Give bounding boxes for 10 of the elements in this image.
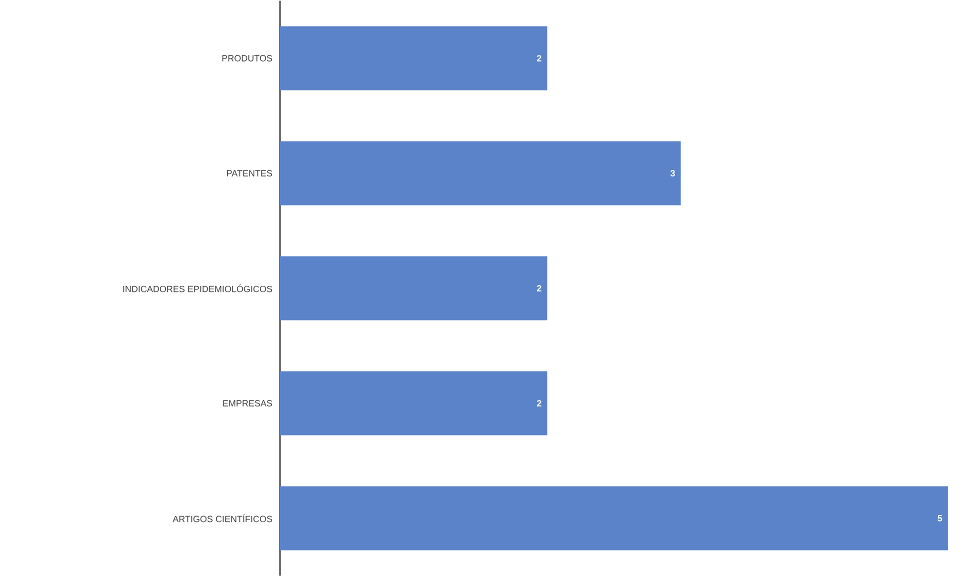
data-label: 2	[536, 400, 542, 406]
data-label: 2	[536, 284, 542, 292]
y-tick-label: ARTIGOS CIENTÍFICOS	[172, 514, 272, 522]
data-label: 3	[670, 170, 675, 176]
y-tick-label: EMPRESAS	[223, 400, 272, 406]
y-tick-label: PRODUTOS	[222, 54, 272, 62]
data-label: 2	[536, 54, 542, 62]
y-tick-label: PATENTES	[227, 170, 272, 176]
y-tick-label: INDICADORES EPIDEMIOLÓGICOS	[123, 284, 272, 292]
data-label: 5	[938, 514, 942, 522]
